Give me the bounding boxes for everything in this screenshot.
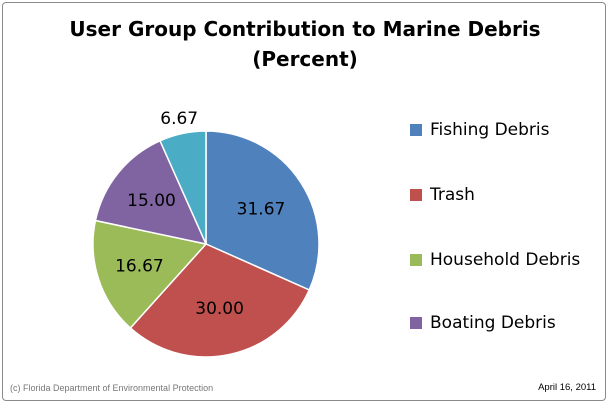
- legend-swatch-boating-debris: [410, 317, 422, 329]
- legend-swatch-fishing-debris: [410, 124, 422, 136]
- legend-swatch-trash: [410, 189, 422, 201]
- pie-slice-boating-debris: [94, 139, 208, 246]
- legend-label-household-debris: Household Debris: [430, 250, 581, 270]
- data-label-fishing-debris: 31.67: [237, 199, 286, 219]
- pie-slice-household-debris: [92, 219, 208, 330]
- date-stamp: April 16, 2011: [538, 382, 596, 393]
- data-label-household-debris: 16.67: [115, 257, 164, 277]
- legend-swatch-household-debris: [410, 254, 422, 266]
- chart-title-line-2: (Percent): [252, 47, 358, 71]
- legend-label-trash: Trash: [430, 185, 475, 205]
- legend-label-boating-debris: Boating Debris: [430, 313, 556, 333]
- data-label-trash: 30.00: [195, 299, 244, 319]
- chart-title: User Group Contribution to Marine Debris…: [0, 14, 610, 74]
- pie-slice-fishing-debris: [205, 130, 320, 291]
- pie-slice-other: [159, 130, 207, 245]
- copyright-notice: (c) Florida Department of Environmental …: [10, 383, 214, 393]
- pie-slice-trash: [129, 243, 311, 358]
- data-label-other: 6.67: [160, 109, 198, 129]
- legend-label-fishing-debris: Fishing Debris: [430, 120, 550, 140]
- data-label-boating-debris: 15.00: [127, 191, 176, 211]
- chart-title-line-1: User Group Contribution to Marine Debris: [69, 17, 541, 41]
